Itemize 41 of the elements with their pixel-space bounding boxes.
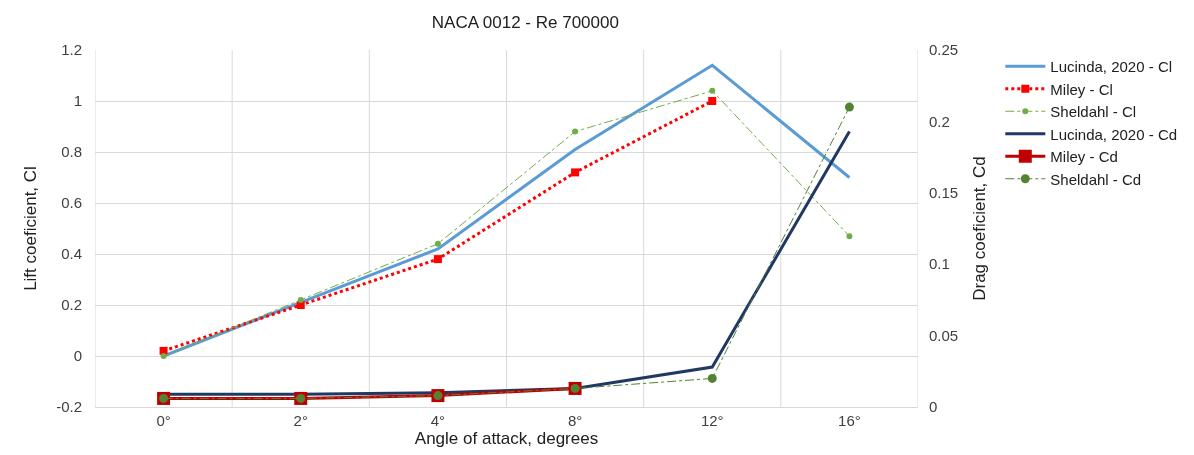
point [297,296,304,303]
x-tick-label: 4° [430,412,446,429]
y2-axis-title: Drag coeficient, Cd [969,156,989,301]
x-tick-label: 16° [838,412,861,429]
point [707,373,717,383]
point [433,255,442,264]
x-tick-label: 2° [293,412,308,429]
y-tick-label: 0.8 [61,143,82,161]
y2-tick-label: 0 [929,398,938,416]
point [572,128,579,135]
x-axis-title: Angle of attack, degrees [414,429,599,448]
y2-tick-label: 0.05 [929,326,959,344]
y2-tick-label: 0.25 [929,41,959,59]
point [160,353,167,359]
y-tick-label: 1 [73,92,82,110]
legend-label: Sheldahl - Cd [1050,170,1142,188]
x-tick-label: 12° [700,412,724,429]
point [571,168,580,177]
legend-label: Lucinda, 2020 - Cl [1050,58,1173,76]
legend-label: Miley - Cl [1050,80,1113,98]
point [434,240,441,247]
legend-label: Lucinda, 2020 - Cd [1050,125,1178,143]
x-tick-label: 0° [156,412,171,429]
y-tick-label: 1.2 [61,41,82,59]
y-tick-label: 0.2 [61,296,82,314]
y-tick-label: 0 [73,347,82,365]
y-tick-label: 0.4 [61,245,82,263]
y-tick-label: 0.6 [61,194,82,212]
y2-tick-label: 0.15 [929,184,959,202]
legend-label: Sheldahl - Cl [1050,103,1137,121]
y-tick-label: -0.2 [56,398,82,416]
point [844,102,854,112]
chart-title: NACA 0012 - Re 700000 [431,12,619,32]
y-axis-title: Lift coeficient, Cl [20,166,40,291]
point [708,97,717,105]
point [846,233,853,240]
x-tick-label: 8° [567,412,583,429]
legend-label: Miley - Cd [1050,148,1118,166]
point [709,87,716,94]
y2-tick-label: 0.2 [929,112,950,130]
y2-tick-label: 0.1 [929,255,950,273]
